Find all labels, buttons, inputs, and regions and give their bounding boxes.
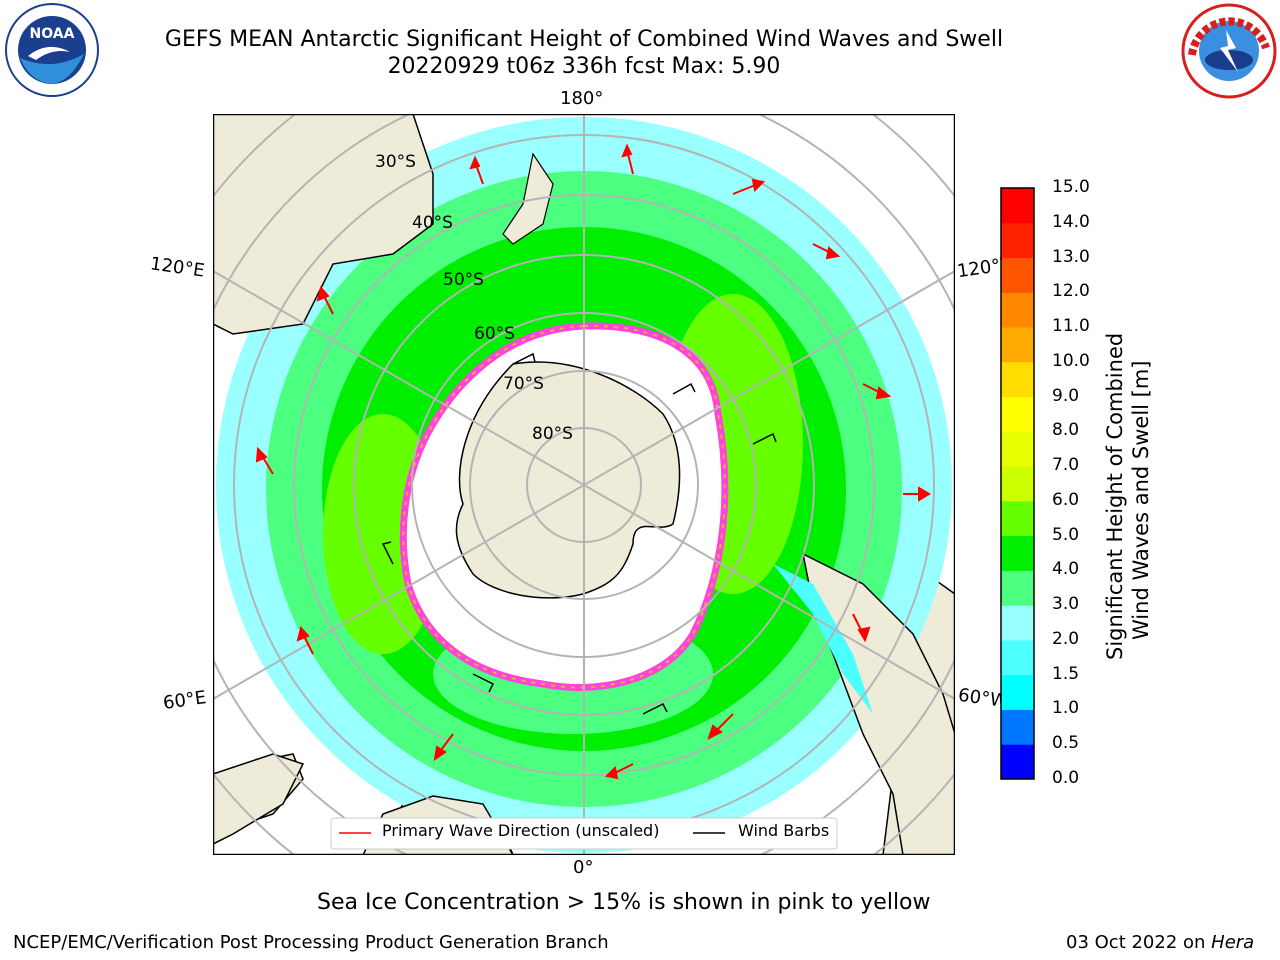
colorbar-label-line1: Significant Height of Combined: [1103, 332, 1127, 660]
colorbar-cell: [1001, 605, 1034, 641]
colorbar-tick-label: 1.5: [1052, 663, 1080, 684]
colorbar-cell: [1001, 639, 1034, 676]
footer-machine: Hera: [1211, 932, 1255, 953]
nws-logo: [1181, 3, 1277, 99]
colorbar: [1000, 187, 1035, 780]
lat-label-60s: 60°S: [474, 324, 515, 344]
antarctica-land: [455, 361, 681, 599]
lat-label-50s: 50°S: [443, 270, 484, 290]
colorbar-tick-label: 12.0: [1052, 281, 1090, 302]
colorbar-cell: [1001, 535, 1034, 571]
colorbar-cell: [1001, 327, 1034, 363]
colorbar-cell: [1001, 709, 1034, 745]
footer-credit: NCEP/EMC/Verification Post Processing Pr…: [13, 932, 609, 953]
colorbar-tick-label: 5.0: [1052, 524, 1080, 545]
colorbar-tick-label: 0.5: [1052, 733, 1080, 754]
colorbar-cell: [1001, 570, 1034, 606]
colorbar-cell: [1001, 361, 1034, 398]
colorbar-cell: [1001, 292, 1034, 328]
colorbar-cell: [1001, 431, 1034, 467]
colorbar-cell: [1001, 500, 1034, 537]
colorbar-tick-label: 1.0: [1052, 698, 1080, 719]
colorbar-tick-label: 15.0: [1052, 177, 1090, 197]
colorbar-cell: [1001, 396, 1034, 432]
chart-subtitle: 20220929 t06z 336h fcst Max: 5.90: [387, 54, 781, 79]
colorbar-cell: [1001, 188, 1034, 224]
polar-map: [213, 114, 955, 855]
legend-wind-barbs: Wind Barbs: [738, 821, 830, 840]
colorbar-tick-label: 8.0: [1052, 420, 1080, 441]
colorbar-cell: [1001, 257, 1034, 293]
legend-primary-wave: Primary Wave Direction (unscaled): [382, 821, 660, 840]
colorbar-cell: [1001, 466, 1034, 502]
colorbar-tick-label: 14.0: [1052, 211, 1090, 232]
new-zealand-land: [502, 152, 554, 245]
colorbar-tick-label: 10.0: [1052, 350, 1090, 371]
footer-date: 03 Oct 2022 on Hera: [1066, 932, 1254, 953]
colorbar-label-line2: Wind Waves and Swell [m]: [1129, 360, 1153, 640]
colorbar-tick-label: 13.0: [1052, 246, 1090, 267]
footer-date-text: 03 Oct 2022 on: [1066, 932, 1212, 953]
colorbar-tick-label: 0.0: [1052, 768, 1080, 788]
lon-label-120e: 120°E: [148, 253, 206, 282]
colorbar-tick-label: 2.0: [1052, 628, 1080, 649]
colorbar-tick-label: 6.0: [1052, 489, 1080, 510]
lat-label-80s: 80°S: [532, 424, 573, 444]
lat-label-70s: 70°S: [503, 374, 544, 394]
lon-label-60e: 60°E: [161, 687, 208, 714]
colorbar-tick-label: 3.0: [1052, 594, 1080, 615]
chart-title: GEFS MEAN Antarctic Significant Height o…: [164, 27, 1004, 52]
lon-label-0: 0°: [573, 857, 594, 878]
lat-label-40s: 40°S: [412, 213, 453, 233]
colorbar-tick-label: 11.0: [1052, 316, 1090, 337]
colorbar-cell: [1001, 744, 1034, 780]
colorbar-tick-label: 4.0: [1052, 559, 1080, 580]
lat-label-30s: 30°S: [375, 152, 416, 172]
colorbar-cell: [1001, 222, 1034, 259]
lon-label-180: 180°: [560, 88, 604, 109]
map-caption: Sea Ice Concentration > 15% is shown in …: [317, 890, 931, 915]
colorbar-tick-label: 7.0: [1052, 455, 1080, 476]
colorbar-tick-label: 9.0: [1052, 385, 1080, 406]
noaa-logo: NOAA: [5, 3, 99, 97]
colorbar-cell: [1001, 674, 1034, 710]
noaa-logo-text: NOAA: [30, 26, 75, 42]
